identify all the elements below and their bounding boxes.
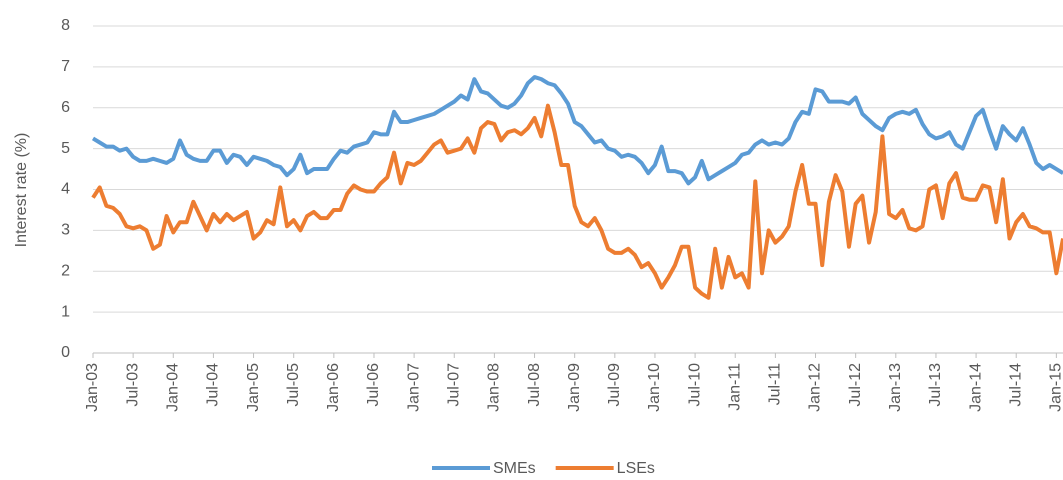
x-tick-label: Jul-11 bbox=[767, 363, 784, 405]
x-tick-label: Jul-09 bbox=[606, 363, 623, 407]
x-tick-label: Jan-06 bbox=[325, 363, 342, 412]
y-axis-title: Interest rate (%) bbox=[13, 133, 30, 248]
x-tick-label: Jul-06 bbox=[365, 363, 382, 407]
x-tick-label: Jan-08 bbox=[486, 363, 503, 412]
y-tick-label: 3 bbox=[61, 222, 70, 239]
x-tick-label: Jul-07 bbox=[445, 363, 462, 407]
x-tick-label: Jul-13 bbox=[927, 363, 944, 407]
y-tick-label: 8 bbox=[61, 17, 70, 34]
legend-label: SMEs bbox=[493, 460, 536, 477]
x-tick-label: Jul-05 bbox=[285, 363, 302, 407]
series-line bbox=[91, 103, 1063, 300]
x-tick-label: Jan-07 bbox=[405, 363, 422, 412]
x-tick-label: Jan-10 bbox=[646, 363, 663, 412]
x-tick-label: Jul-03 bbox=[124, 363, 141, 407]
legend-label: LSEs bbox=[617, 460, 655, 477]
x-tick-label: Jan-09 bbox=[566, 363, 583, 412]
x-tick-label: Jan-05 bbox=[245, 363, 262, 412]
x-tick-label: Jan-04 bbox=[164, 363, 181, 412]
x-tick-label: Jan-15 bbox=[1048, 363, 1063, 412]
y-tick-label: 2 bbox=[61, 262, 70, 279]
x-tick-label: Jul-08 bbox=[526, 363, 543, 407]
y-tick-label: 0 bbox=[61, 344, 70, 361]
y-tick-label: 5 bbox=[61, 140, 70, 157]
y-tick-label: 1 bbox=[61, 303, 70, 320]
x-tick-label: Jan-03 bbox=[84, 363, 101, 412]
x-tick-label: Jan-13 bbox=[887, 363, 904, 412]
y-tick-label: 4 bbox=[61, 181, 70, 198]
x-tick-label: Jul-10 bbox=[686, 363, 703, 407]
series-line bbox=[91, 75, 1063, 186]
x-tick-label: Jan-12 bbox=[807, 363, 824, 412]
y-tick-label: 6 bbox=[61, 99, 70, 116]
x-tick-label: Jul-04 bbox=[205, 363, 222, 407]
x-tick-label: Jan-14 bbox=[967, 363, 984, 412]
x-tick-label: Jul-12 bbox=[847, 363, 864, 407]
x-tick-label: Jul-14 bbox=[1007, 363, 1024, 407]
y-tick-label: 7 bbox=[61, 58, 70, 75]
x-tick-label: Jan-11 bbox=[726, 363, 743, 411]
